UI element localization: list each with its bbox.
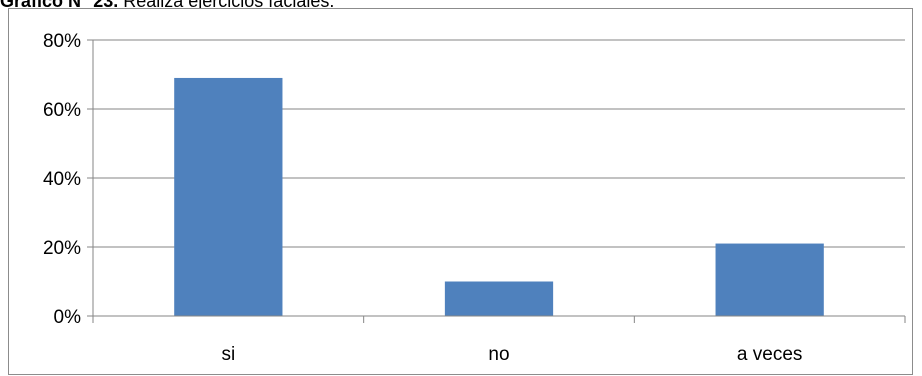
caption-prefix: Gráfico N° 23. xyxy=(0,0,119,11)
caption-text: Realiza ejercicios faciales. xyxy=(118,0,335,11)
bar-no xyxy=(444,281,554,316)
x-tick-label: a veces xyxy=(737,344,802,365)
y-tick-label: 20% xyxy=(43,238,81,259)
y-tick-label: 0% xyxy=(54,307,82,328)
y-tick-label: 40% xyxy=(43,169,81,190)
axes xyxy=(87,39,906,323)
y-tick-label: 60% xyxy=(43,100,81,121)
tick-labels: 0% 20% 40% 60% 80% si no a veces xyxy=(43,31,802,365)
y-tick-label: 80% xyxy=(43,31,81,52)
bar-si xyxy=(174,77,283,316)
x-tick-label: no xyxy=(488,344,509,365)
bars xyxy=(174,77,824,316)
x-tick-label: si xyxy=(221,344,235,365)
chart-caption: Gráfico N° 23. Realiza ejercicios facial… xyxy=(0,0,334,11)
bar-a-veces xyxy=(715,243,824,316)
